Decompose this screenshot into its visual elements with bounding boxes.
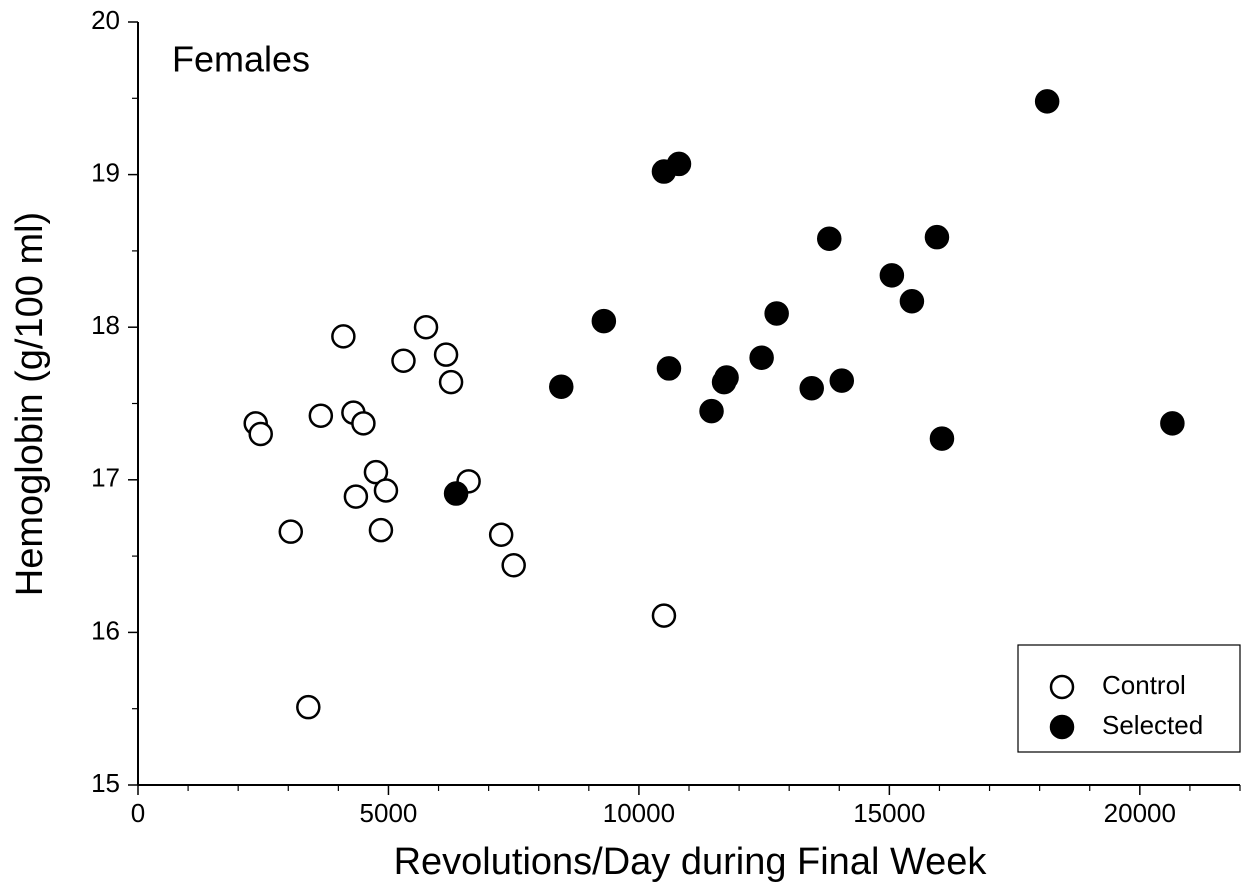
y-tick-label: 19 — [91, 157, 120, 187]
point — [363, 459, 389, 485]
point — [817, 226, 842, 251]
legend-box — [1017, 644, 1241, 753]
point — [373, 478, 399, 503]
point — [651, 603, 677, 628]
point — [351, 411, 376, 436]
point — [248, 421, 273, 447]
y-tick-label: 18 — [91, 310, 120, 340]
x-tick-label: 0 — [131, 798, 145, 828]
y-tick-label: 17 — [91, 463, 120, 493]
point — [278, 519, 304, 544]
point — [666, 151, 692, 177]
point — [308, 403, 334, 428]
y-tick-label: 16 — [91, 615, 120, 645]
legend-marker — [1049, 714, 1075, 740]
chart-title: Females — [172, 39, 310, 80]
legend-label: Selected — [1102, 710, 1203, 740]
x-axis-label: Revolutions/Day during Final Week — [394, 841, 988, 883]
point — [391, 348, 416, 374]
x-tick-label: 5000 — [360, 798, 418, 828]
point — [343, 484, 369, 509]
point — [899, 289, 925, 314]
point — [929, 426, 955, 451]
point — [331, 324, 356, 349]
legend-marker — [1049, 674, 1075, 700]
x-tick-label: 15000 — [853, 798, 925, 828]
point — [438, 369, 464, 395]
point — [879, 263, 905, 288]
point — [656, 356, 682, 381]
point — [1034, 89, 1060, 114]
y-axis-label: Hemoglobin (g/100 ml) — [9, 212, 51, 596]
y-tick-label: 20 — [91, 5, 120, 35]
point — [413, 314, 439, 340]
x-tick-label: 20000 — [1104, 798, 1176, 828]
point — [488, 522, 514, 547]
legend-label: Control — [1102, 670, 1186, 700]
point — [1160, 411, 1185, 436]
point — [501, 553, 526, 578]
point — [714, 365, 739, 390]
x-tick-label: 10000 — [603, 798, 675, 828]
point — [799, 375, 824, 401]
point — [296, 694, 321, 720]
y-tick-label: 15 — [91, 768, 120, 798]
point — [699, 398, 724, 424]
point — [829, 368, 855, 393]
point — [443, 481, 469, 506]
point — [764, 301, 789, 326]
point — [368, 517, 394, 543]
point — [924, 224, 950, 250]
point — [433, 342, 459, 367]
point — [591, 308, 617, 334]
point — [749, 345, 774, 370]
point — [549, 374, 574, 399]
